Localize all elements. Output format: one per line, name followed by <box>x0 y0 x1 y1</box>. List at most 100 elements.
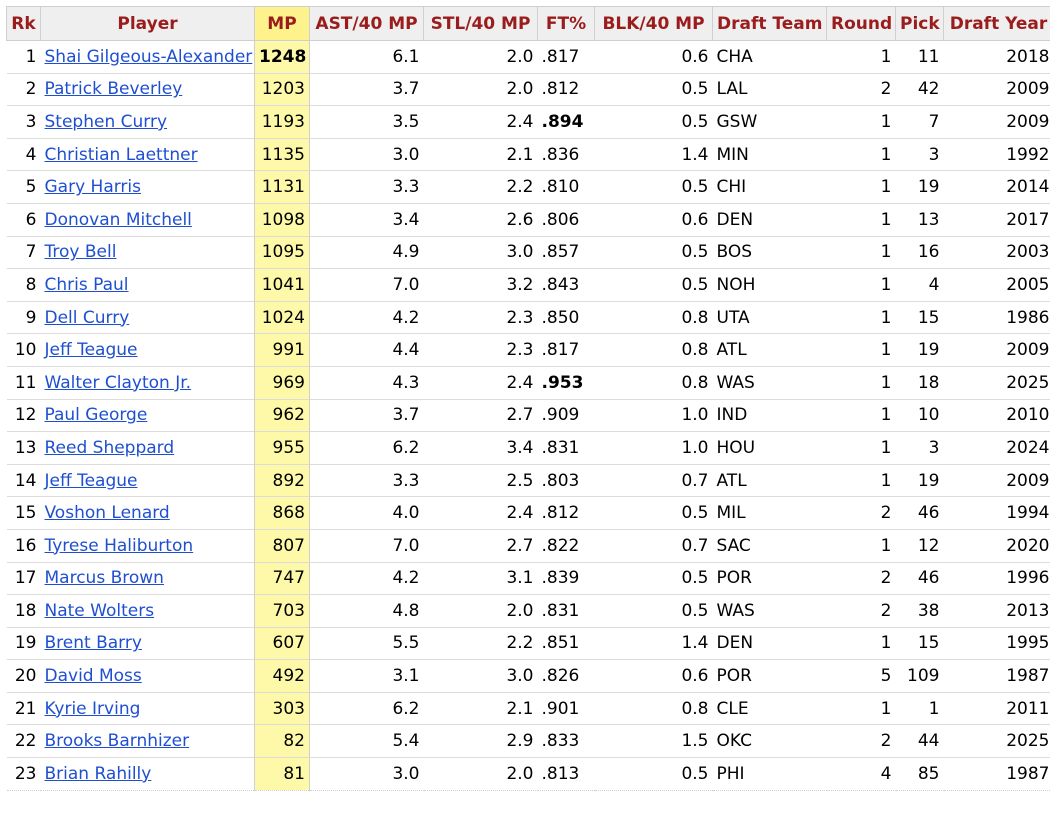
cell-ft-pct: .803 <box>537 463 595 498</box>
cell-player: Gary Harris <box>40 170 255 204</box>
player-link[interactable]: Stephen Curry <box>44 111 168 132</box>
cell-round: 2 <box>826 72 896 107</box>
header-draft-team[interactable]: Draft Team <box>712 6 827 41</box>
player-link[interactable]: Kyrie Irving <box>44 698 141 719</box>
cell-pick: 19 <box>895 463 944 498</box>
table-row: 1 Shai Gilgeous-Alexander 1248 6.1 2.0.817 0.… <box>6 40 1050 74</box>
header-mp[interactable]: MP <box>254 6 310 41</box>
player-link[interactable]: Marcus Brown <box>44 568 164 589</box>
cell-ft-pct: .812 <box>537 72 595 107</box>
player-link[interactable]: Paul George <box>44 405 148 426</box>
cell-draft-team: HOU <box>712 431 827 465</box>
cell-blk-per-40: 1.4 <box>594 626 713 661</box>
cell-round: 1 <box>826 235 896 270</box>
header-rk[interactable]: Rk <box>6 6 41 41</box>
cell-blk-per-40: 0.7 <box>594 463 713 498</box>
cell-stl-per-40: 3.2 <box>423 268 538 302</box>
cell-draft-year: 2020 <box>943 528 1050 563</box>
cell-draft-team: MIL <box>712 496 827 530</box>
header-ast-per-40[interactable]: AST/40 MP <box>309 6 424 41</box>
cell-player: Donovan Mitchell <box>40 202 255 237</box>
player-link[interactable]: David Moss <box>44 666 142 687</box>
table-row: 17 Marcus Brown 747 4.2 3.1.839 0.5 POR 2 46 1996… <box>6 561 1050 596</box>
table-header-row: Rk Player MP AST/40 MP STL/40 MP FT% BLK… <box>6 6 1050 41</box>
cell-pick: 4 <box>895 268 944 302</box>
cell-ast-per-40: 6.2 <box>309 691 424 726</box>
cell-mp: 81 <box>254 757 310 791</box>
player-link[interactable]: Jeff Teague <box>44 340 138 361</box>
cell-ft-pct: .817 <box>537 333 595 367</box>
cell-ast-per-40: 4.8 <box>309 594 424 628</box>
player-link[interactable]: Brent Barry <box>44 633 142 654</box>
cell-stl-per-40: 2.7 <box>423 528 538 563</box>
player-link[interactable]: Nate Wolters <box>44 600 155 621</box>
cell-ft-pct: .813 <box>537 757 595 791</box>
cell-stl-per-40: 2.1 <box>423 137 538 172</box>
cell-ft-pct: .833 <box>537 724 595 759</box>
player-link[interactable]: Chris Paul <box>44 274 129 295</box>
cell-rk: 16 <box>6 528 41 563</box>
cell-ast-per-40: 7.0 <box>309 528 424 563</box>
player-link[interactable]: Gary Harris <box>44 177 142 198</box>
cell-ft-pct: .812 <box>537 496 595 530</box>
player-link[interactable]: Reed Sheppard <box>44 437 175 458</box>
player-link[interactable]: Jeff Teague <box>44 470 138 491</box>
player-link[interactable]: Dell Curry <box>44 307 130 328</box>
player-link[interactable]: Brian Rahilly <box>44 763 152 784</box>
cell-mp: 303 <box>254 691 310 726</box>
cell-draft-year: 2018 <box>943 40 1050 74</box>
header-blk-per-40[interactable]: BLK/40 MP <box>594 6 713 41</box>
cell-blk-per-40: 0.7 <box>594 528 713 563</box>
cell-ast-per-40: 4.0 <box>309 496 424 530</box>
player-link[interactable]: Christian Laettner <box>44 144 198 165</box>
player-link[interactable]: Patrick Beverley <box>44 79 183 100</box>
table-row: 18 Nate Wolters 703 4.8 2.0.831 0.5 WAS 2 38 2013… <box>6 594 1050 628</box>
header-pick[interactable]: Pick <box>895 6 944 41</box>
header-player[interactable]: Player <box>40 6 255 41</box>
cell-player: Jeff Teague <box>40 463 255 498</box>
cell-draft-team: PHI <box>712 757 827 791</box>
cell-mp: 607 <box>254 626 310 661</box>
player-link[interactable]: Troy Bell <box>44 242 117 263</box>
header-draft-year[interactable]: Draft Year <box>943 6 1050 41</box>
cell-draft-team: GSW <box>712 105 827 139</box>
cell-round: 1 <box>826 528 896 563</box>
cell-mp: 1248 <box>254 40 310 74</box>
cell-draft-year: 1992 <box>943 137 1050 172</box>
player-link[interactable]: Shai Gilgeous-Alexander <box>44 46 253 67</box>
cell-stl-per-40: 3.1 <box>423 561 538 596</box>
cell-blk-per-40: 0.6 <box>594 202 713 237</box>
cell-draft-year: 2011 <box>943 691 1050 726</box>
cell-pick: 44 <box>895 724 944 759</box>
cell-rk: 19 <box>6 626 41 661</box>
cell-stl-per-40: 2.4 <box>423 105 538 139</box>
cell-rk: 11 <box>6 365 41 400</box>
header-ft-pct[interactable]: FT% <box>537 6 595 41</box>
table-row: 4 Christian Laettner 1135 3.0 2.1.836 1.4 MIN 1… <box>6 137 1050 172</box>
cell-ast-per-40: 3.0 <box>309 137 424 172</box>
cell-ft-pct: .843 <box>537 268 595 302</box>
cell-player: Walter Clayton Jr. <box>40 365 255 400</box>
cell-rk: 17 <box>6 561 41 596</box>
header-round[interactable]: Round <box>826 6 896 41</box>
cell-ft-pct: .953 <box>537 365 595 400</box>
cell-player: Dell Curry <box>40 300 255 335</box>
cell-draft-year: 2024 <box>943 431 1050 465</box>
header-stl-per-40[interactable]: STL/40 MP <box>423 6 538 41</box>
cell-blk-per-40: 0.5 <box>594 170 713 204</box>
player-link[interactable]: Tyrese Haliburton <box>44 535 194 556</box>
player-link[interactable]: Voshon Lenard <box>44 503 170 524</box>
player-link[interactable]: Donovan Mitchell <box>44 209 192 230</box>
cell-blk-per-40: 1.0 <box>594 398 713 433</box>
cell-draft-year: 2017 <box>943 202 1050 237</box>
player-link[interactable]: Brooks Barnhizer <box>44 731 190 752</box>
cell-pick: 13 <box>895 202 944 237</box>
cell-rk: 10 <box>6 333 41 367</box>
player-link[interactable]: Walter Clayton Jr. <box>44 372 192 393</box>
cell-ast-per-40: 3.3 <box>309 463 424 498</box>
cell-draft-team: WAS <box>712 594 827 628</box>
cell-mp: 807 <box>254 528 310 563</box>
cell-blk-per-40: 0.5 <box>594 594 713 628</box>
